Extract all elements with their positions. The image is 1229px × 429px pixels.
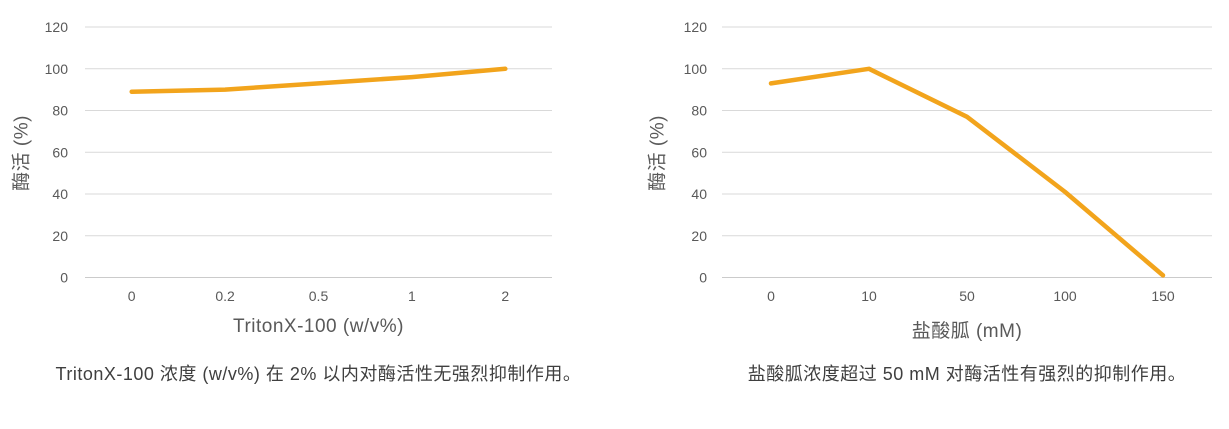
x-tick-label: 150 (1151, 288, 1175, 304)
y-tick-label: 60 (52, 144, 68, 160)
chart-guanidine-hcl: 酶活 (%) 0 20 40 60 80 100 120 0 10 50 100 150 盐酸胍 (m… (609, 0, 1229, 429)
line-chart-guanidine-hcl: 0 20 40 60 80 100 120 0 10 50 100 150 (684, 19, 1212, 304)
y-tick-label: 20 (52, 228, 68, 244)
x-axis-title: TritonX-100 (w/v%) (233, 316, 404, 337)
line-chart-tritonx100: 0 20 40 60 80 100 120 0 0.2 0.5 1 2 (45, 19, 552, 304)
chart-caption: 盐酸胍浓度超过 50 mM 对酶活性有强烈的抑制作用。 (747, 364, 1187, 384)
y-tick-label: 80 (691, 103, 707, 119)
y-tick-label: 80 (52, 103, 68, 119)
y-tick-label: 100 (684, 61, 708, 77)
y-tick-label: 120 (45, 19, 69, 35)
x-tick-label: 1 (408, 288, 416, 304)
x-tick-label: 0 (767, 288, 775, 304)
x-tick-label: 50 (959, 288, 975, 304)
x-tick-label: 100 (1053, 288, 1077, 304)
y-tick-label: 40 (691, 186, 707, 202)
y-tick-label: 100 (45, 61, 69, 77)
y-tick-label: 0 (699, 270, 707, 286)
x-tick-label: 0.5 (309, 288, 329, 304)
y-tick-label: 0 (60, 270, 68, 286)
x-axis-title: 盐酸胍 (mM) (911, 321, 1023, 342)
y-tick-label: 20 (691, 228, 707, 244)
series-line (129, 66, 508, 94)
y-tick-label: 120 (684, 19, 708, 35)
series-line (768, 66, 1166, 278)
chart-caption: TritonX-100 浓度 (w/v%) 在 2% 以内对酶活性无强烈抑制作用… (55, 364, 582, 384)
x-tick-label: 0.2 (215, 288, 235, 304)
y-tick-label: 40 (52, 186, 68, 202)
x-tick-label: 10 (861, 288, 877, 304)
chart-tritonx100: 酶活 (%) 0 20 40 60 80 100 120 0 0.2 0.5 1 2 TritonX-… (12, 19, 581, 384)
x-tick-label: 2 (501, 288, 509, 304)
x-tick-label: 0 (128, 288, 136, 304)
y-tick-label: 60 (691, 144, 707, 160)
